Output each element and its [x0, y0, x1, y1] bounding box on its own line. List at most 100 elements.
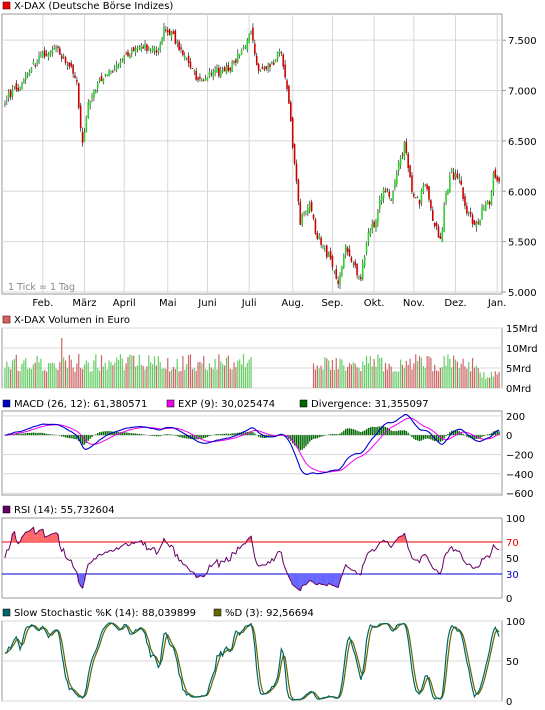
volume-bar [104, 362, 106, 388]
price-candle-body [488, 201, 491, 205]
price-xtick-label: Jan. [487, 298, 507, 309]
volume-bar [318, 368, 320, 388]
volume-bar [447, 354, 449, 388]
price-candle-body [112, 71, 114, 73]
volume-bar [81, 369, 84, 388]
price-candle-body [352, 263, 355, 265]
price-candle-body [180, 47, 182, 50]
volume-bar [155, 365, 157, 388]
price-candle-body [250, 30, 252, 34]
price-candle-body [403, 142, 406, 159]
price-candle-body [384, 191, 387, 193]
rsi-ytick-label: 100 [506, 514, 525, 525]
price-xtick-label: Sep. [321, 298, 343, 309]
price-candle-body [280, 52, 283, 54]
volume-bar [174, 369, 176, 388]
price-candle-body [414, 197, 417, 199]
price-candle-body [85, 116, 88, 133]
volume-bar [483, 372, 485, 388]
price-candle-body [312, 214, 315, 219]
price-candle-body [401, 154, 404, 156]
price-candle-body [399, 157, 402, 166]
volume-bar [390, 366, 392, 388]
price-candle-body [286, 80, 288, 89]
volume-bar [91, 371, 93, 388]
macd-ytick-label: −200 [506, 450, 533, 461]
price-candle-body [271, 61, 273, 65]
volume-bar [314, 369, 317, 388]
volume-bar [99, 370, 101, 388]
volume-bar [233, 362, 235, 388]
volume-bar [227, 355, 229, 388]
price-candle-body [397, 162, 400, 171]
price-candle-body [416, 197, 419, 199]
volume-bar [335, 358, 337, 388]
price-candle-body [361, 263, 364, 280]
price-candle-body [263, 68, 266, 70]
price-candle-body [113, 69, 116, 71]
price-xtick-label: Dez. [444, 298, 466, 309]
volume-bar [133, 355, 135, 388]
price-candle-body [420, 190, 423, 203]
price-candle-body [129, 55, 131, 58]
price-candle-body [293, 144, 296, 164]
price-candle-body [38, 55, 40, 62]
volume-bar [220, 361, 222, 388]
price-candle-body [331, 256, 334, 268]
volume-bar [187, 355, 190, 388]
price-panel: X-DAX (Deutsche Börse Indizes) 7.500 7.00… [1, 1, 537, 309]
price-candle-body [377, 210, 379, 223]
price-candle-body [246, 39, 249, 50]
volume-bar [28, 367, 31, 388]
volume-bar [462, 358, 464, 388]
price-candle-body [102, 78, 105, 83]
stoch-k-line [4, 622, 500, 701]
volume-bar [180, 371, 182, 388]
price-candle-body [498, 177, 500, 182]
price-candle-body [276, 52, 279, 60]
volume-ytick-label: 10Mrd [506, 344, 538, 355]
price-candle-body [40, 53, 42, 55]
price-ytick-label: 6.500 [508, 137, 537, 148]
volume-bar [167, 357, 169, 388]
price-xtick-label: März [72, 298, 96, 309]
price-ytick-label: 5.000 [508, 288, 537, 299]
price-candle-body [74, 75, 76, 78]
price-candle-body [218, 67, 220, 77]
volume-bar [377, 354, 379, 388]
volume-bar [189, 354, 192, 388]
volume-bar [477, 368, 479, 388]
volume-bar [30, 369, 33, 388]
price-candle-body [477, 222, 480, 224]
price-candle-body [100, 75, 103, 82]
price-candle-body [380, 195, 383, 202]
volume-bar [42, 370, 44, 388]
volume-legend-swatch [2, 315, 11, 324]
price-candle-body [87, 102, 90, 118]
price-candle-body [238, 54, 241, 57]
volume-bar [434, 364, 436, 388]
volume-bar [381, 357, 383, 388]
price-candle-body [363, 256, 366, 266]
volume-bar [441, 367, 443, 388]
volume-legend: X-DAX Volumen in Euro [14, 315, 130, 326]
volume-bar [216, 369, 218, 388]
volume-bar [331, 359, 334, 388]
price-ytick-label: 7.500 [508, 36, 537, 47]
volume-bar [369, 356, 371, 388]
volume-bar [424, 367, 426, 388]
price-candle-body [441, 229, 444, 243]
volume-bar [165, 368, 167, 388]
price-candle-body [479, 219, 481, 225]
price-candle-body [138, 47, 141, 49]
price-candle-body [494, 169, 497, 178]
volume-bar [214, 358, 216, 388]
price-candle-body [314, 219, 317, 234]
price-candle-body [242, 47, 245, 49]
price-candle-body [202, 80, 205, 82]
price-candle-body [108, 70, 110, 77]
volume-bar [102, 366, 104, 388]
volume-bar [487, 377, 489, 388]
volume-bar [108, 360, 110, 388]
